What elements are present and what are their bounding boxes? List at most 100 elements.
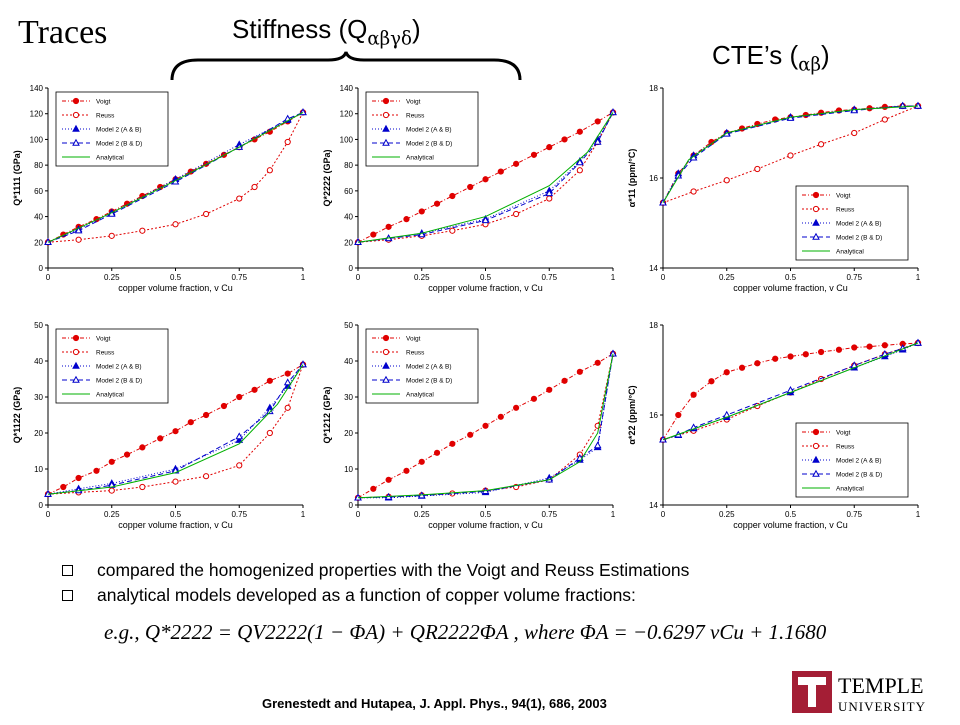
x-tick-label: 0.25: [414, 510, 430, 519]
cte-subscript: αβ: [798, 54, 821, 76]
data-point: [187, 419, 194, 426]
data-point: [802, 351, 809, 358]
data-point: [708, 378, 715, 385]
legend: Voigt Reuss Model 2 (A & B) Model 2 (B & D)…: [795, 185, 909, 261]
data-point: [481, 216, 490, 224]
data-point: [172, 428, 179, 435]
y-tick-label: 18: [649, 84, 658, 93]
bullet-item: analytical models developed as a functio…: [62, 583, 689, 608]
legend-label: Voigt: [836, 193, 851, 200]
x-tick-label: 0.75: [846, 510, 862, 519]
series-analytical: [662, 342, 919, 441]
data-point: [812, 232, 820, 240]
y-tick-label: 40: [34, 357, 43, 366]
data-point: [561, 136, 568, 143]
y-tick-label: 0: [39, 501, 44, 510]
x-tick-label: 0: [661, 273, 666, 282]
x-tick-label: 0.5: [170, 273, 182, 282]
data-point: [576, 368, 583, 375]
series-line: [662, 342, 919, 441]
series-voigt: [354, 350, 617, 501]
logo-temple-word: TEMPLE: [838, 673, 924, 698]
x-tick-label: 0.75: [541, 273, 557, 282]
y-tick-label: 50: [34, 321, 43, 330]
legend-label: Voigt: [836, 430, 851, 437]
data-point: [72, 334, 80, 342]
x-tick-label: 1: [916, 273, 921, 282]
legend-label: Model 2 (B & D): [406, 141, 452, 148]
y-tick-label: 16: [649, 174, 658, 183]
series-voigt: [354, 109, 617, 246]
data-point: [139, 483, 146, 491]
x-tick-label: 1: [301, 273, 306, 282]
x-axis-label: copper volume fraction, v Cu: [428, 520, 543, 530]
data-point: [690, 391, 697, 398]
data-point: [382, 334, 390, 342]
legend: Voigt Reuss Model 2 (A & B) Model 2 (B & D)…: [365, 91, 479, 167]
data-point: [123, 451, 131, 458]
stiffness-brace: [170, 51, 522, 81]
data-point: [72, 375, 80, 383]
data-point: [530, 395, 538, 402]
data-point: [284, 138, 291, 146]
y-axis-label: α*11 (ppm/°C): [627, 149, 637, 208]
data-point: [72, 124, 80, 132]
data-point: [235, 435, 244, 443]
data-point: [108, 232, 115, 239]
y-tick-label: 100: [340, 135, 354, 144]
data-point: [385, 223, 392, 230]
data-point: [139, 227, 146, 234]
x-tick-label: 0.25: [104, 273, 120, 282]
data-point: [382, 375, 390, 383]
x-tick-label: 0.5: [480, 510, 492, 519]
legend-label: Analytical: [406, 155, 434, 162]
chart-q1111: 0 0.25 0.5 0.75 1 0 20 40 60 80 100 120 140 copper vo…: [8, 78, 308, 313]
y-tick-label: 60: [34, 187, 43, 196]
data-point: [418, 458, 425, 465]
y-tick-label: 40: [344, 213, 353, 222]
x-tick-label: 0.75: [846, 273, 862, 282]
data-point: [370, 485, 377, 492]
chart-alpha22: 0 0.25 0.5 0.75 1 14 16 18 copper volume fractio…: [623, 315, 923, 550]
checkbox-bullet-icon: [62, 590, 73, 601]
data-point: [754, 165, 761, 173]
x-tick-label: 1: [916, 510, 921, 519]
data-point: [881, 103, 888, 110]
legend: Voigt Reuss Model 2 (A & B) Model 2 (B & D)…: [55, 91, 169, 167]
legend-label: Model 2 (A & B): [406, 127, 452, 134]
x-tick-label: 0: [661, 510, 666, 519]
data-point: [203, 473, 210, 480]
y-tick-label: 40: [34, 213, 43, 222]
legend-label: Reuss: [836, 444, 855, 451]
data-point: [851, 344, 858, 351]
temple-university-logo: TEMPLE UNIVERSITY: [790, 665, 950, 720]
legend-label: Analytical: [836, 486, 864, 493]
legend-label: Model 2 (A & B): [406, 364, 452, 371]
y-tick-label: 10: [34, 465, 43, 474]
y-tick-label: 120: [340, 110, 354, 119]
x-tick-label: 0.25: [719, 510, 735, 519]
data-point: [72, 111, 80, 119]
data-point: [93, 467, 100, 474]
y-tick-label: 20: [34, 238, 43, 247]
legend-label: Reuss: [96, 350, 115, 357]
x-axis-label: copper volume fraction, v Cu: [118, 520, 233, 530]
series-analytical: [357, 353, 614, 499]
bullet-list: compared the homogenized properties with…: [62, 558, 689, 608]
data-point: [385, 476, 392, 483]
data-point: [594, 118, 601, 125]
data-point: [60, 483, 67, 491]
legend-label: Model 2 (B & D): [406, 378, 452, 385]
x-tick-label: 0: [356, 273, 361, 282]
data-point: [433, 200, 441, 207]
legend-label: Analytical: [836, 249, 864, 256]
data-point: [283, 378, 292, 386]
y-tick-label: 40: [344, 357, 353, 366]
data-point: [812, 191, 820, 199]
bullet-text: analytical models developed as a functio…: [97, 585, 636, 605]
data-point: [609, 108, 617, 116]
data-point: [203, 210, 210, 218]
x-tick-label: 0.25: [104, 510, 120, 519]
y-tick-label: 0: [349, 264, 354, 273]
